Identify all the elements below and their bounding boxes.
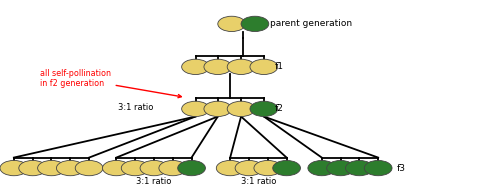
Ellipse shape [178,160,205,176]
Ellipse shape [19,160,47,176]
Text: 3:1 ratio: 3:1 ratio [136,176,172,186]
Ellipse shape [235,160,263,176]
Ellipse shape [241,16,269,32]
Ellipse shape [227,59,255,74]
Ellipse shape [216,160,244,176]
Text: all self-pollination
in f2 generation: all self-pollination in f2 generation [40,69,181,98]
Ellipse shape [327,160,354,176]
Ellipse shape [56,160,84,176]
Ellipse shape [250,101,278,117]
Ellipse shape [204,101,232,117]
Ellipse shape [140,160,168,176]
Ellipse shape [121,160,149,176]
Ellipse shape [75,160,103,176]
Ellipse shape [364,160,392,176]
Ellipse shape [227,101,255,117]
Ellipse shape [38,160,65,176]
Ellipse shape [308,160,336,176]
Text: 3:1 ratio: 3:1 ratio [241,176,276,186]
Ellipse shape [254,160,282,176]
Ellipse shape [204,59,232,74]
Ellipse shape [218,16,246,32]
Text: f2: f2 [275,104,284,113]
Ellipse shape [0,160,28,176]
Text: parent generation: parent generation [270,19,352,28]
Ellipse shape [102,160,130,176]
Ellipse shape [273,160,300,176]
Ellipse shape [250,59,278,74]
Text: f1: f1 [275,62,284,71]
Ellipse shape [182,59,209,74]
Ellipse shape [346,160,373,176]
Ellipse shape [159,160,187,176]
Ellipse shape [182,101,209,117]
Text: 3:1 ratio: 3:1 ratio [118,103,153,112]
Text: f3: f3 [397,163,406,173]
